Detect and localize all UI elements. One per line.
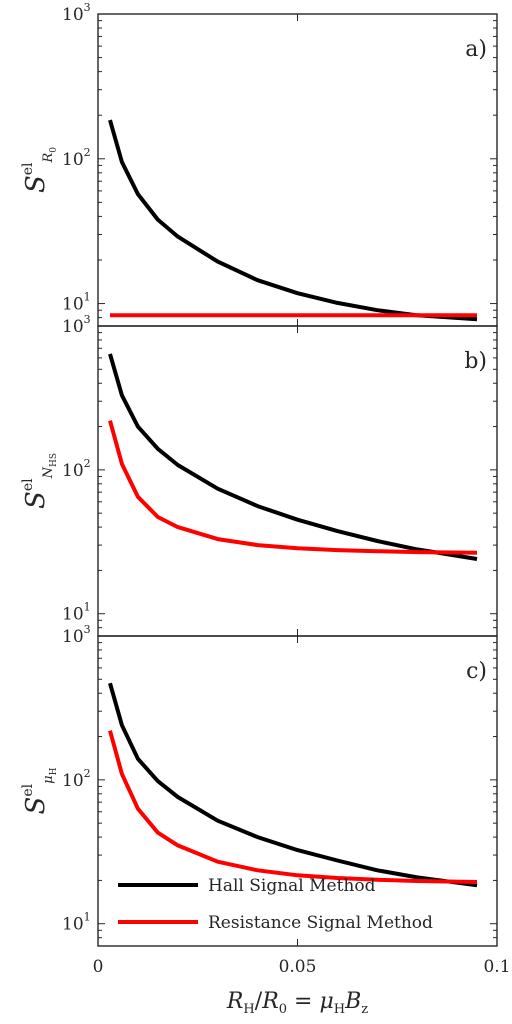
panel-label: b)	[464, 349, 487, 374]
y-tick-base: 10	[62, 461, 84, 481]
y-tick-exponent: 3	[84, 313, 91, 326]
hall-signal-line	[108, 119, 478, 322]
x-tick-label: 0.05	[279, 957, 317, 977]
y-label-base: S	[21, 491, 51, 509]
y-tick-base: 10	[62, 771, 84, 791]
x-label-part: μ	[319, 989, 333, 1014]
y-label-sub: N	[41, 466, 56, 479]
y-label-sup: el	[20, 478, 36, 491]
y-tick-label: 102	[62, 767, 91, 791]
y-tick-base: 10	[62, 605, 84, 625]
y-tick-label: 101	[62, 291, 91, 315]
y-tick-base: 10	[62, 295, 84, 315]
y-label-subsub: H	[49, 767, 59, 775]
y-label-base: S	[21, 797, 51, 815]
y-tick-exponent: 1	[84, 911, 91, 924]
x-axis-label: RH/R0 = μHBz	[226, 989, 368, 1017]
hall-signal-line	[108, 682, 478, 888]
x-tick-label: 0.1	[483, 957, 510, 977]
y-tick-label: 102	[62, 457, 91, 481]
y-label-subsub: 0	[49, 147, 59, 153]
y-tick-exponent: 1	[84, 291, 91, 304]
hall-signal-line	[108, 353, 478, 561]
y-axis-label: Sel R0	[20, 147, 59, 193]
resistance-signal-line	[108, 420, 478, 555]
axes-frame	[97, 325, 498, 637]
y-tick-label: 103	[62, 1, 91, 25]
y-tick-exponent: 3	[84, 1, 91, 14]
y-tick-label: 103	[62, 623, 91, 647]
panel-label: a)	[465, 37, 487, 62]
legend: Hall Signal Method Resistance Signal Meth…	[118, 876, 433, 933]
y-tick-exponent: 2	[84, 146, 91, 159]
x-label-part: R	[261, 989, 279, 1014]
y-label-sub: μ	[41, 775, 56, 783]
x-label-part: /	[255, 989, 263, 1014]
y-tick-exponent: 2	[84, 457, 91, 470]
y-tick-label: 102	[62, 146, 91, 170]
y-tick-base: 10	[62, 150, 84, 170]
y-tick-exponent: 3	[84, 623, 91, 636]
x-label-part: =	[287, 989, 319, 1014]
y-label-sub: R	[41, 152, 56, 163]
y-tick-label: 101	[62, 911, 91, 935]
y-tick-label: 103	[62, 313, 91, 337]
axes-frame	[97, 13, 498, 327]
y-label-sup: el	[20, 783, 36, 796]
y-label-base: S	[21, 175, 51, 193]
y-tick-exponent: 2	[84, 767, 91, 780]
resistance-signal-line	[108, 730, 478, 884]
panel-label: c)	[466, 659, 487, 684]
x-label-sub: 0	[279, 1002, 287, 1017]
y-tick-base: 10	[62, 915, 84, 935]
y-tick-base: 10	[62, 627, 84, 647]
y-axis-label: SelμH	[20, 767, 59, 814]
x-label-sub: H	[243, 1002, 254, 1017]
y-label-sup: el	[20, 162, 36, 175]
x-label-sub: z	[361, 1002, 368, 1017]
axes-frame	[97, 635, 498, 947]
y-axis-label: Sel NHS	[20, 453, 59, 509]
y-tick-label: 101	[62, 601, 91, 625]
y-label-subsub: HS	[49, 453, 59, 467]
x-label-part: R	[226, 989, 244, 1014]
legend-entry-label: Resistance Signal Method	[208, 913, 433, 933]
x-label-sub: H	[334, 1002, 345, 1017]
y-tick-base: 10	[62, 5, 84, 25]
x-tick-label: 0	[93, 957, 104, 977]
legend-entry-label: Hall Signal Method	[208, 876, 376, 896]
y-tick-exponent: 1	[84, 601, 91, 614]
x-label-part: B	[344, 989, 361, 1014]
y-tick-base: 10	[62, 317, 84, 337]
